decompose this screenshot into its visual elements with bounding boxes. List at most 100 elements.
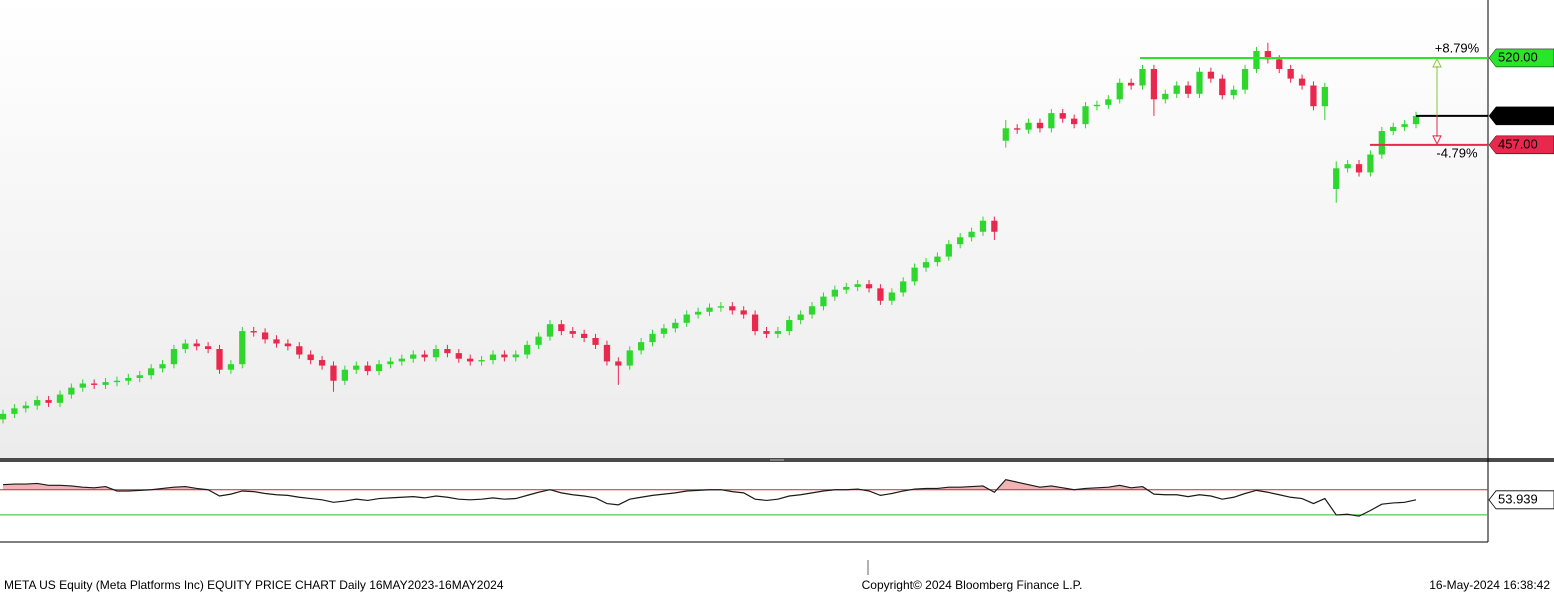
candle-body [957,237,964,245]
candle-body [1344,164,1351,169]
candle-body [1162,93,1169,100]
candle-body [34,400,41,406]
candle-body [900,281,907,293]
candle-body [1184,85,1192,94]
candle-body [524,344,531,355]
candle-body [444,349,451,354]
price-panel [0,0,1488,458]
candle-body [1264,51,1271,60]
candle-body [934,256,941,263]
candle-body [1105,99,1112,105]
candle-body [1333,168,1340,189]
candle-body [296,346,303,355]
candle-body [1401,124,1408,127]
marks-layer [0,42,1554,517]
candle-body [1253,51,1260,69]
candle-body [820,296,827,307]
candle-body [592,337,599,345]
candle-body [125,377,132,381]
candle-body [694,311,702,315]
level-tag-label: 478.00 [1498,107,1538,122]
candle-body [79,383,86,388]
candle-body [387,361,394,365]
candle-body [307,354,314,361]
candle-body [330,365,337,381]
candle-body [786,320,793,332]
candle-body [968,231,975,238]
candle-body [1298,78,1306,86]
candle-body [615,361,622,366]
labels-layer: 520.00 478.00 457.00 +8.79% -4.79% 53.939 [1435,40,1538,506]
candle-body [467,358,474,362]
rsi-line [2,478,1417,517]
candle-body [546,324,554,337]
candle-body [831,289,838,297]
candle-body [364,365,371,372]
candle-body [45,400,52,403]
candle-body [888,292,895,301]
candle-body [455,353,462,359]
candle-body [204,346,212,350]
candle-body [239,331,246,365]
candle-body [398,358,405,362]
candle-body [877,288,884,301]
candle-body [603,344,611,362]
candle-body [1196,71,1203,94]
candle-body [1173,85,1180,94]
candle-body [512,354,519,358]
candle-body [432,349,440,358]
candle-body [626,350,633,366]
candle-body [1025,122,1032,130]
candle-body [489,354,497,361]
candle-body [284,343,292,347]
arrow-head-down [1432,135,1442,145]
candle-body [763,331,770,334]
level-tag-label: 457.00 [1498,136,1538,151]
candle-body [1082,106,1089,125]
level-tag-label: 520.00 [1498,49,1538,64]
candle-body [717,306,725,308]
candle-body [1378,131,1385,155]
candle-body [501,354,508,358]
candle-body [1071,118,1078,125]
candle-body [672,322,679,329]
candle-body [740,310,747,315]
arrow-head-up [1432,57,1442,68]
candle-body [478,360,485,362]
candle-body [56,394,64,403]
candle-body [1002,128,1009,141]
footer-center: Copyright© 2024 Bloomberg Finance L.P. [862,578,1083,592]
candle-body [91,383,98,385]
candle-body [1412,115,1420,125]
candle-body [843,286,850,290]
candle-body [865,284,873,289]
candle-body [1355,164,1363,173]
candle-body [945,244,952,257]
candle-body [1036,122,1044,129]
candle-body [375,364,383,372]
candle-body [1287,68,1294,79]
change-annotation: -4.79% [1436,145,1478,160]
last-value-tag [1488,490,1554,510]
candle-body [1276,59,1283,69]
candle-body [182,343,189,350]
candle-body [250,331,257,333]
level-tag [1488,48,1554,68]
candle-body [1139,68,1146,86]
candle-body [1127,82,1135,86]
candle-body [854,284,861,287]
change-annotation: +8.79% [1435,40,1480,55]
candle-body [1093,104,1101,107]
candle-body [1014,128,1021,130]
level-tag [1488,135,1554,155]
candle-body [102,382,109,385]
candle-body [1241,68,1249,90]
candle-body [581,333,588,338]
candle-body [729,306,736,311]
candle-body [148,368,155,376]
candle-body [774,331,782,334]
rsi-overbought-fill [3,479,1148,490]
candle-body [136,375,143,378]
candle-body [318,360,326,366]
